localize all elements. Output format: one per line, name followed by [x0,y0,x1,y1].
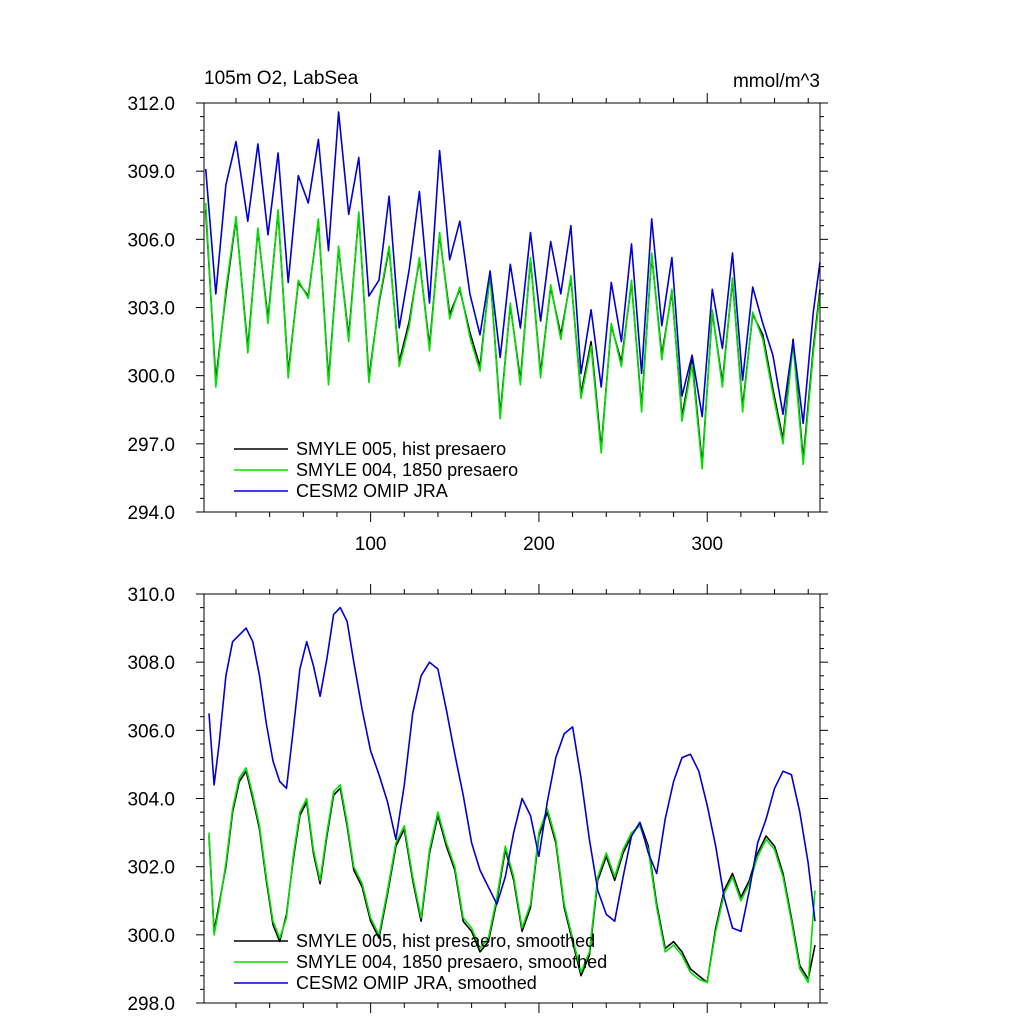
legend-label-3: CESM2 OMIP JRA [296,481,448,501]
bottom-panel-legend: SMYLE 005, hist presaero, smoothedSMYLE … [234,931,607,993]
series-line-3 [208,606,816,933]
legend-label-1: SMYLE 005, hist presaero, smoothed [296,931,595,951]
y-tick-label: 300.0 [127,367,175,388]
y-tick-label: 297.0 [127,435,175,456]
top-panel-series-group [204,111,821,470]
legend-label-2: SMYLE 004, 1850 presaero, smoothed [296,952,607,972]
y-tick-label: 308.0 [127,653,175,674]
top-panel: 105m O2, LabSea mmol/m^3 294.0 297.0 300.0… [127,68,828,555]
x-tick-label: 100 [355,534,387,555]
legend-label-3: CESM2 OMIP JRA, smoothed [296,973,537,993]
y-tick-label: 303.0 [127,299,175,320]
y-tick-label: 298.0 [127,994,175,1015]
y-tick-label: 310.0 [127,585,175,606]
bottom-panel-axes: 298.0 300.0 302.0 304.0 306.0 308.0 310.0 [127,584,828,1015]
series-line-3 [204,111,821,425]
legend-label-2: SMYLE 004, 1850 presaero [296,460,518,480]
legend-label-1: SMYLE 005, hist presaero [296,439,506,459]
x-tick-label: 300 [691,534,723,555]
bottom-panel-series-group [208,606,816,984]
series-line-2 [204,202,821,470]
y-tick-label: 294.0 [127,503,175,524]
y-tick-label: 304.0 [127,790,175,811]
top-panel-units: mmol/m^3 [733,71,820,92]
y-tick-label: 302.0 [127,858,175,879]
series-line-2 [208,766,816,984]
y-tick-label: 306.0 [127,230,175,251]
top-panel-axes: 294.0 297.0 300.0 303.0 306.0 309.0 312.0 100 20… [127,93,828,555]
y-tick-label: 309.0 [127,162,175,183]
bottom-panel: 298.0 300.0 302.0 304.0 306.0 308.0 310.0 SMYL… [127,584,828,1015]
top-panel-title: 105m O2, LabSea [204,68,359,89]
y-tick-label: 306.0 [127,721,175,742]
y-tick-label: 312.0 [127,94,175,115]
y-tick-label: 300.0 [127,926,175,947]
x-tick-label: 200 [523,534,555,555]
